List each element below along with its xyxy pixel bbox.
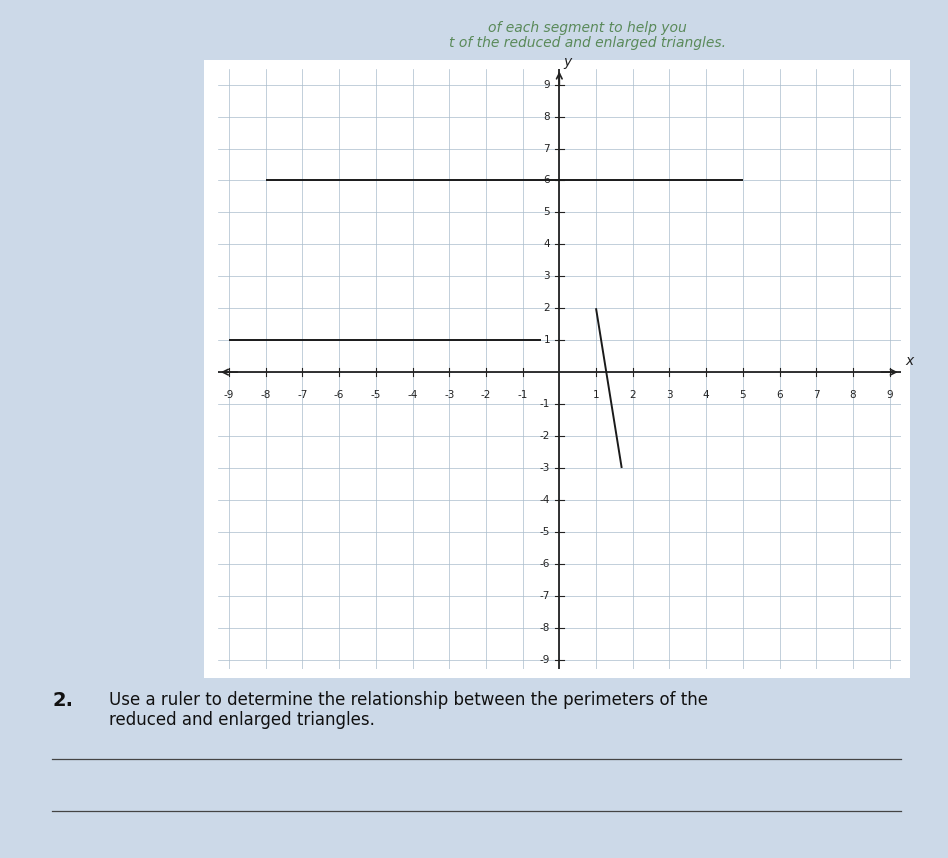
Text: 6: 6 xyxy=(543,175,550,185)
Text: 4: 4 xyxy=(702,390,709,400)
Text: -9: -9 xyxy=(539,655,550,665)
Text: 1: 1 xyxy=(592,390,599,400)
Text: 2: 2 xyxy=(543,303,550,313)
Text: of each segment to help you: of each segment to help you xyxy=(488,21,687,35)
Text: x: x xyxy=(905,354,914,368)
Text: 2.: 2. xyxy=(52,691,73,710)
Text: 8: 8 xyxy=(543,112,550,122)
Text: -3: -3 xyxy=(539,463,550,473)
Text: 3: 3 xyxy=(543,271,550,281)
Text: -5: -5 xyxy=(371,390,381,400)
Text: -9: -9 xyxy=(224,390,234,400)
Text: -6: -6 xyxy=(334,390,344,400)
Text: 6: 6 xyxy=(776,390,783,400)
Text: -8: -8 xyxy=(539,623,550,632)
Text: 7: 7 xyxy=(543,143,550,154)
Text: -5: -5 xyxy=(539,527,550,537)
Text: 9: 9 xyxy=(543,80,550,89)
Text: -2: -2 xyxy=(539,431,550,441)
Text: 1: 1 xyxy=(543,335,550,345)
Text: -1: -1 xyxy=(539,399,550,409)
Text: Use a ruler to determine the relationship between the perimeters of the
reduced : Use a ruler to determine the relationshi… xyxy=(109,691,708,729)
Text: -3: -3 xyxy=(444,390,454,400)
Text: -1: -1 xyxy=(518,390,528,400)
Text: -7: -7 xyxy=(539,591,550,601)
Text: -4: -4 xyxy=(408,390,418,400)
Text: 5: 5 xyxy=(543,208,550,217)
Text: 5: 5 xyxy=(739,390,746,400)
Text: 4: 4 xyxy=(543,239,550,250)
Text: t of the reduced and enlarged triangles.: t of the reduced and enlarged triangles. xyxy=(449,36,726,50)
Text: 7: 7 xyxy=(812,390,819,400)
Text: 2: 2 xyxy=(629,390,636,400)
Text: 8: 8 xyxy=(849,390,856,400)
Text: -6: -6 xyxy=(539,559,550,569)
Text: 3: 3 xyxy=(666,390,673,400)
Text: 9: 9 xyxy=(886,390,893,400)
Text: -2: -2 xyxy=(481,390,491,400)
Text: -4: -4 xyxy=(539,495,550,505)
Text: -7: -7 xyxy=(298,390,308,400)
Text: -8: -8 xyxy=(261,390,271,400)
Text: y: y xyxy=(563,55,572,69)
